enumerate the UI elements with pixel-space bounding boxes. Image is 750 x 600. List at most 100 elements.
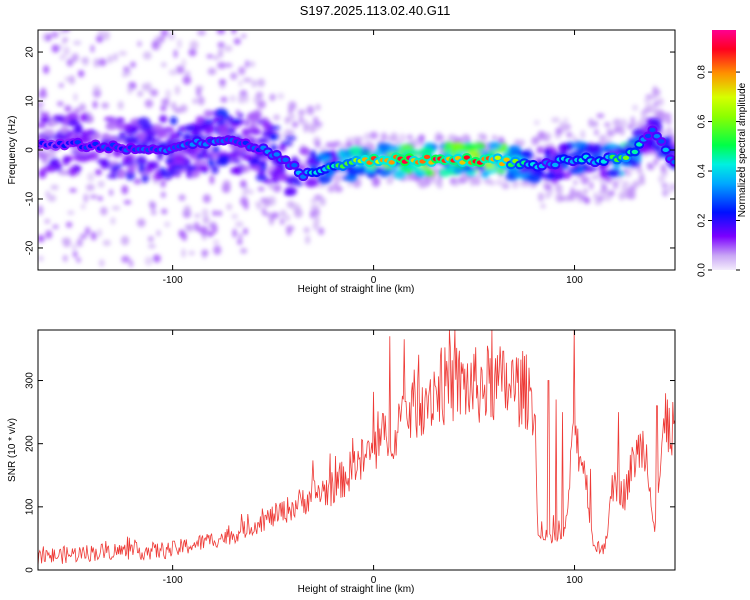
spectrogram-noise-blob — [534, 136, 544, 141]
spectrogram-noise-blob — [213, 55, 219, 61]
spectrogram-noise-blob — [160, 30, 169, 37]
spectrogram-noise-blob — [229, 95, 236, 103]
spectrogram-noise-blob — [651, 95, 657, 100]
spectrogram-ridge-core — [552, 162, 559, 168]
spectrogram-energy-blob — [589, 166, 598, 171]
spectrogram-noise-blob — [164, 221, 171, 228]
spectrogram-noise-blob — [137, 218, 146, 228]
spectrogram-noise-blob — [78, 103, 86, 112]
spectrogram-energy-blob — [73, 125, 83, 135]
spectrogram-noise-blob — [44, 218, 51, 224]
spectrogram-noise-blob — [97, 196, 103, 201]
snr-x-ticks: -100 0 100 — [163, 330, 583, 586]
spectrogram-noise-blob — [256, 99, 266, 109]
spectrogram-noise-blob — [585, 197, 591, 203]
spectrogram-noise-blob — [626, 172, 632, 177]
spectrogram-energy-blob — [171, 165, 185, 170]
spectrogram-noise-blob — [608, 190, 615, 197]
spectrogram-noise-blob — [527, 146, 532, 152]
spectrogram-noise-blob — [583, 187, 588, 195]
spectrogram-noise-blob — [305, 235, 311, 245]
spectrogram-noise-blob — [242, 94, 250, 103]
spectrogram-energy-blob — [196, 152, 203, 160]
spectrogram-noise-blob — [580, 129, 586, 140]
spectrogram-noise-blob — [222, 179, 231, 190]
spectrogram-noise-blob — [202, 194, 211, 204]
spectrogram-noise-blob — [161, 62, 167, 68]
spectrogram-energy-blob — [285, 186, 297, 196]
spectrogram-noise-blob — [542, 137, 550, 142]
spectrogram-energy-blob — [406, 167, 413, 175]
spectrogram-noise-blob — [623, 168, 629, 174]
spectrogram-noise-blob — [558, 185, 563, 195]
spectrogram-noise-blob — [236, 238, 243, 245]
spectrogram-noise-blob — [303, 226, 310, 234]
spectrogram-noise-blob — [354, 139, 361, 148]
spectrogram-noise-blob — [270, 211, 280, 219]
spectrogram-ridge-core — [291, 163, 298, 168]
spectrogram-energy-blob — [40, 116, 51, 123]
spectrogram-energy-blob — [249, 119, 257, 128]
spectrogram-noise-blob — [462, 134, 470, 140]
spectrogram-noise-blob — [540, 203, 546, 209]
spectrogram-noise-blob — [319, 183, 326, 189]
spectrogram-noise-blob — [325, 141, 332, 149]
snr-panel: -100 0 100 0 100 200 300 Height of straight l… — [7, 329, 676, 595]
spectrogram-y-tick-label: 10 — [25, 95, 36, 107]
spectrogram-ridge-core — [503, 157, 510, 162]
spectrogram-energy-blob — [318, 174, 325, 180]
spectrogram-energy-blob — [424, 169, 434, 176]
spectrogram-noise-blob — [43, 65, 50, 74]
spectrogram-ridge-core — [671, 159, 675, 165]
spectrogram-noise-blob — [197, 30, 206, 36]
spectrogram-noise-blob — [59, 30, 65, 35]
spectrogram-energy-blob — [42, 152, 57, 158]
spectrogram-noise-blob — [209, 174, 215, 185]
spectrogram-noise-blob — [303, 123, 308, 133]
spectrogram-noise-blob — [398, 133, 407, 143]
snr-series-line — [38, 330, 675, 567]
spectrogram-noise-blob — [121, 185, 129, 195]
spectrogram-noise-blob — [144, 256, 153, 266]
spectrogram-noise-blob — [51, 44, 60, 53]
spectrogram-noise-blob — [232, 228, 237, 238]
spectrogram-noise-blob — [257, 186, 265, 192]
spectrogram-energy-blob — [269, 133, 279, 140]
spectrogram-energy-blob — [234, 165, 242, 175]
spectrogram-noise-blob — [117, 100, 124, 110]
spectrogram-energy-blob — [135, 155, 147, 166]
spectrogram-noise-blob — [387, 135, 393, 143]
spectrogram-noise-blob — [339, 169, 345, 180]
spectrogram-noise-blob — [38, 255, 44, 262]
spectrogram-noise-blob — [517, 139, 526, 146]
spectrogram-energy-blob — [184, 124, 196, 132]
spectrogram-noise-blob — [262, 198, 271, 208]
spectrogram-noise-blob — [656, 97, 664, 106]
spectrogram-noise-blob — [612, 179, 619, 190]
spectrogram-noise-blob — [423, 179, 428, 188]
spectrogram-energy-blob — [306, 157, 314, 167]
colorbar: 0.0 0.2 0.4 0.6 0.8 Normalized spectral ampl… — [697, 30, 748, 277]
spectrogram-energy-blob — [41, 158, 49, 164]
spectrogram-noise-blob — [213, 239, 220, 245]
spectrogram-noise-blob — [181, 248, 186, 258]
spectrogram-energy-blob — [241, 153, 254, 161]
spectrogram-ridge-core — [459, 160, 466, 165]
spectrogram-noise-blob — [147, 235, 154, 243]
spectrogram-noise-blob — [90, 44, 95, 53]
spectrogram-noise-blob — [45, 190, 50, 198]
spectrogram-energy-blob — [231, 118, 242, 125]
spectrogram-noise-blob — [183, 205, 191, 215]
spectrogram-noise-blob — [62, 254, 68, 262]
snr-x-axis-label: Height of straight line (km) — [298, 584, 415, 595]
spectrogram-ridge-core — [649, 127, 656, 133]
spectrogram-energy-blob — [121, 158, 135, 167]
spectrogram-noise-blob — [47, 194, 57, 202]
spectrogram-noise-blob — [168, 69, 178, 76]
spectrogram-ridge-core — [74, 140, 81, 145]
spectrogram-noise-blob — [234, 221, 244, 228]
spectrogram-noise-blob — [632, 104, 639, 111]
spectrogram-noise-blob — [206, 54, 214, 59]
spectrogram-noise-blob — [72, 250, 78, 258]
spectrogram-noise-blob — [194, 213, 201, 218]
